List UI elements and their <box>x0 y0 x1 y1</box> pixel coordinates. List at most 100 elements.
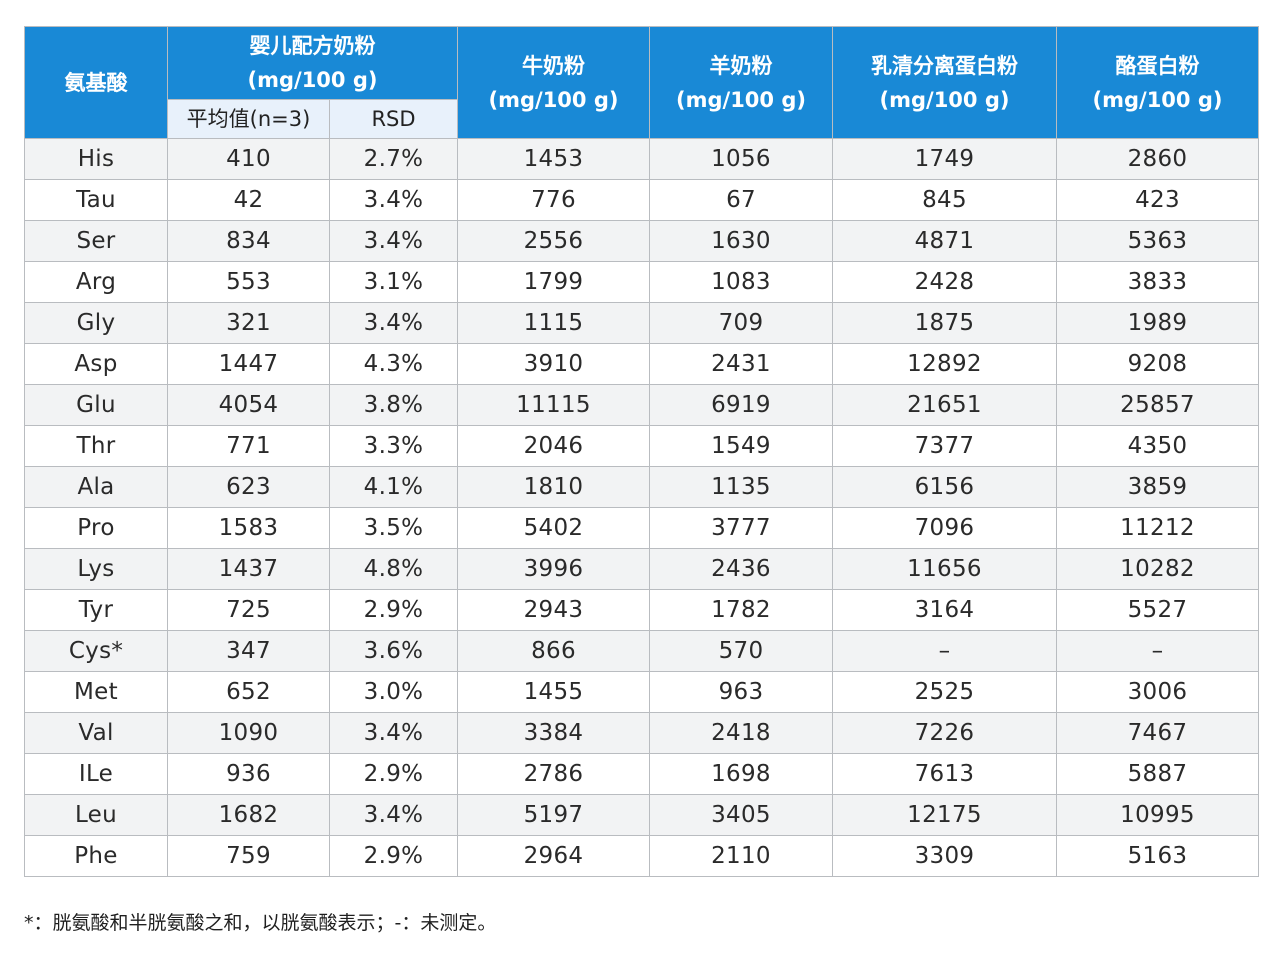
table-row: Met 652 3.0% 1455 963 2525 3006 <box>24 671 1259 713</box>
cell-infant-rsd: 2.7% <box>329 138 458 180</box>
cell-cow-milk: 2556 <box>457 220 650 262</box>
cell-whey: 1875 <box>832 302 1057 344</box>
table-row: Asp 1447 4.3% 3910 2431 12892 9208 <box>24 343 1259 385</box>
subheader-rsd: RSD <box>329 99 458 139</box>
cell-whey: 12892 <box>832 343 1057 385</box>
cell-amino-acid: Leu <box>24 794 168 836</box>
table-row: Ser 834 3.4% 2556 1630 4871 5363 <box>24 220 1259 262</box>
cell-cow-milk: 1453 <box>457 138 650 180</box>
cell-infant-rsd: 3.4% <box>329 794 458 836</box>
cell-infant-rsd: 3.4% <box>329 179 458 221</box>
cell-goat-milk: 1135 <box>649 466 833 508</box>
cell-infant-mean: 1447 <box>167 343 330 385</box>
cell-infant-mean: 936 <box>167 753 330 795</box>
cell-goat-milk: 963 <box>649 671 833 713</box>
cell-casein: 2860 <box>1056 138 1259 180</box>
cell-whey: 2428 <box>832 261 1057 303</box>
cell-whey: 845 <box>832 179 1057 221</box>
cell-cow-milk: 1115 <box>457 302 650 344</box>
cell-casein: 3006 <box>1056 671 1259 713</box>
cell-infant-mean: 42 <box>167 179 330 221</box>
cell-amino-acid: Lys <box>24 548 168 590</box>
cell-amino-acid: Tyr <box>24 589 168 631</box>
cell-infant-mean: 652 <box>167 671 330 713</box>
cell-casein: 4350 <box>1056 425 1259 467</box>
cell-infant-rsd: 3.5% <box>329 507 458 549</box>
footnote: *：胱氨酸和半胱氨酸之和，以胱氨酸表示；-：未测定。 <box>24 912 497 934</box>
cell-casein: – <box>1056 630 1259 672</box>
cell-whey: 3164 <box>832 589 1057 631</box>
cell-whey: 1749 <box>832 138 1057 180</box>
header-goat-milk: 羊奶粉 (mg/100 g) <box>649 26 833 139</box>
amino-acid-table-container: 氨基酸 婴儿配方奶粉 (mg/100 g) 牛奶粉 (mg/100 g) 羊奶粉… <box>24 26 1259 877</box>
cell-infant-mean: 1682 <box>167 794 330 836</box>
cell-infant-rsd: 3.4% <box>329 302 458 344</box>
cell-amino-acid: Glu <box>24 384 168 426</box>
header-cow-milk: 牛奶粉 (mg/100 g) <box>457 26 650 139</box>
cell-cow-milk: 5197 <box>457 794 650 836</box>
cell-goat-milk: 3405 <box>649 794 833 836</box>
cell-infant-mean: 1583 <box>167 507 330 549</box>
table-row: Pro 1583 3.5% 5402 3777 7096 11212 <box>24 507 1259 549</box>
cell-cow-milk: 3910 <box>457 343 650 385</box>
cell-goat-milk: 709 <box>649 302 833 344</box>
cell-casein: 5527 <box>1056 589 1259 631</box>
cell-infant-mean: 759 <box>167 835 330 877</box>
cell-amino-acid: Ala <box>24 466 168 508</box>
cell-infant-mean: 1437 <box>167 548 330 590</box>
header-goat-milk-unit: (mg/100 g) <box>676 87 806 112</box>
table-row: Lys 1437 4.8% 3996 2436 11656 10282 <box>24 548 1259 590</box>
cell-casein: 5887 <box>1056 753 1259 795</box>
header-whey-unit: (mg/100 g) <box>879 87 1010 112</box>
table-row: Cys* 347 3.6% 866 570– – <box>24 630 1259 672</box>
cell-goat-milk: 6919 <box>649 384 833 426</box>
cell-infant-rsd: 3.0% <box>329 671 458 713</box>
table-row: Arg 553 3.1% 1799 1083 2428 3833 <box>24 261 1259 303</box>
cell-whey: 11656 <box>832 548 1057 590</box>
cell-cow-milk: 2786 <box>457 753 650 795</box>
table-row: Tyr 725 2.9% 2943 1782 3164 5527 <box>24 589 1259 631</box>
header-infant-formula-title: 婴儿配方奶粉 <box>249 34 376 58</box>
cell-infant-rsd: 3.6% <box>329 630 458 672</box>
cell-whey: 12175 <box>832 794 1057 836</box>
cell-goat-milk: 2431 <box>649 343 833 385</box>
cell-whey: 4871 <box>832 220 1057 262</box>
cell-casein: 423 <box>1056 179 1259 221</box>
cell-goat-milk: 2436 <box>649 548 833 590</box>
cell-whey: 7226 <box>832 712 1057 754</box>
cell-cow-milk: 3384 <box>457 712 650 754</box>
table-row: Leu 1682 3.4% 5197 3405 12175 10995 <box>24 794 1259 836</box>
table-row: Ala 623 4.1% 1810 1135 6156 3859 <box>24 466 1259 508</box>
cell-infant-mean: 771 <box>167 425 330 467</box>
header-amino-acid: 氨基酸 <box>24 26 168 139</box>
cell-cow-milk: 11115 <box>457 384 650 426</box>
cell-amino-acid: Asp <box>24 343 168 385</box>
header-whey-title: 乳清分离蛋白粉 <box>871 53 1018 78</box>
cell-cow-milk: 5402 <box>457 507 650 549</box>
cell-cow-milk: 866 <box>457 630 650 672</box>
table-row: Val 1090 3.4% 3384 2418 7226 7467 <box>24 712 1259 754</box>
header-casein-unit: (mg/100 g) <box>1092 87 1223 112</box>
cell-casein: 5163 <box>1056 835 1259 877</box>
table-body: His 410 2.7% 1453 1056 1749 2860 Tau 42 3.4% 776 67… <box>24 138 1259 877</box>
cell-cow-milk: 776 <box>457 179 650 221</box>
cell-infant-rsd: 3.4% <box>329 712 458 754</box>
table-row: Glu 4054 3.8% 11115 6919 21651 25857 <box>24 384 1259 426</box>
cell-infant-mean: 553 <box>167 261 330 303</box>
cell-infant-mean: 321 <box>167 302 330 344</box>
cell-goat-milk: 67 <box>649 179 833 221</box>
cell-goat-milk: 1782 <box>649 589 833 631</box>
cell-infant-rsd: 2.9% <box>329 589 458 631</box>
cell-casein: 9208 <box>1056 343 1259 385</box>
cell-cow-milk: 1455 <box>457 671 650 713</box>
header-amino-acid-label: 氨基酸 <box>64 70 128 95</box>
header-casein: 酪蛋白粉 (mg/100 g) <box>1056 26 1259 139</box>
cell-casein: 11212 <box>1056 507 1259 549</box>
cell-infant-rsd: 4.1% <box>329 466 458 508</box>
cell-whey: 7377 <box>832 425 1057 467</box>
amino-acid-table: 氨基酸 婴儿配方奶粉 (mg/100 g) 牛奶粉 (mg/100 g) 羊奶粉… <box>24 26 1259 877</box>
cell-casein: 1989 <box>1056 302 1259 344</box>
cell-infant-rsd: 3.8% <box>329 384 458 426</box>
subheader-mean: 平均值(n=3) <box>167 99 330 139</box>
cell-infant-rsd: 2.9% <box>329 753 458 795</box>
